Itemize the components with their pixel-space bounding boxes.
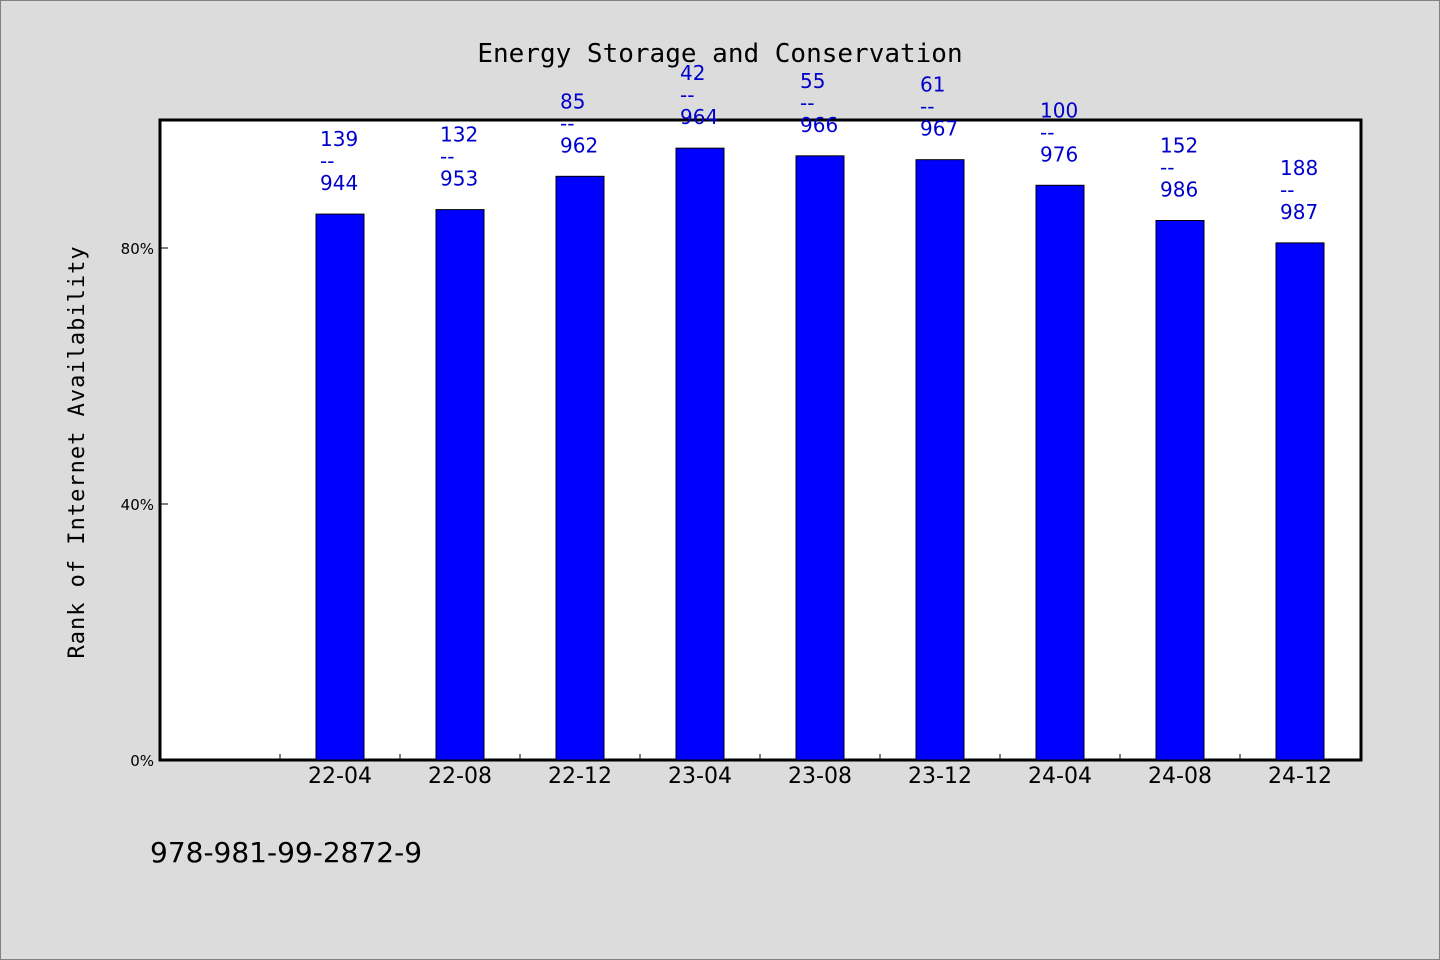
x-axis: 22-04 22-08 22-12 23-04 23-08 23-12 24-04 24-08… [279, 754, 1361, 789]
chart-title: Energy Storage and Conservation [477, 39, 962, 69]
bar-label-24-08-line-3: 986 [1160, 177, 1198, 201]
bar-label-23-08-line-3: 966 [800, 113, 838, 137]
y-tick-label: 40% [121, 496, 154, 514]
x-tick-label-24-12: 24-12 [1268, 764, 1332, 789]
bar-label-22-08-line-2: -- [440, 145, 454, 169]
bar-label-23-12-line-3: 967 [920, 117, 958, 141]
y-axis: 0% 40% 80% [121, 240, 168, 770]
bar-22-12 [555, 175, 605, 761]
bar-23-12 [915, 159, 965, 761]
bar-label-24-04-line-1: 100 [1040, 98, 1078, 122]
bar-label-22-12-line-1: 85 [560, 89, 585, 113]
bar-label-22-04-line-1: 139 [320, 127, 358, 151]
bar-label-24-08-line-2: -- [1160, 155, 1174, 179]
x-tick-label-22-12: 22-12 [548, 764, 612, 789]
bar-label-23-04-line-1: 42 [680, 61, 705, 85]
bar-label-23-08-line-1: 55 [800, 69, 825, 93]
bar-label-23-08-line-2: -- [800, 91, 814, 115]
x-tick-label-23-04: 23-04 [668, 764, 732, 789]
bar-labels-group: 139--944132--95385--96242--96455--96661-… [320, 61, 1318, 224]
bar-24-04 [1035, 184, 1085, 761]
bar-22-04 [315, 213, 365, 761]
bar-label-22-04-line-3: 944 [320, 171, 358, 195]
y-tick-label: 80% [121, 240, 154, 258]
bar-label-22-04-line-2: -- [320, 149, 334, 173]
x-tick-label-22-04: 22-04 [308, 764, 372, 789]
bars-group [315, 147, 1325, 761]
bar-label-24-12-line-3: 987 [1280, 200, 1318, 224]
bar-24-08 [1155, 219, 1205, 761]
bar-label-24-04-line-3: 976 [1040, 142, 1078, 166]
x-tick-label-22-08: 22-08 [428, 764, 492, 789]
bar-23-08 [795, 155, 845, 761]
bar-label-24-12-line-1: 188 [1280, 156, 1318, 180]
x-tick-label-23-12: 23-12 [908, 764, 972, 789]
bar-label-22-08-line-3: 953 [440, 167, 478, 191]
x-tick-label-24-04: 24-04 [1028, 764, 1092, 789]
isbn-footnote: 978-981-99-2872-9 [150, 836, 422, 869]
bar-label-22-12-line-3: 962 [560, 133, 598, 157]
y-tick-label: 0% [130, 752, 154, 770]
bar-label-23-04-line-3: 964 [680, 105, 718, 129]
bar-24-12 [1275, 242, 1325, 761]
bar-label-24-08-line-1: 152 [1160, 133, 1198, 157]
bar-label-23-04-line-2: -- [680, 83, 694, 107]
x-tick-label-23-08: 23-08 [788, 764, 852, 789]
bar-22-08 [435, 209, 485, 761]
bar-23-04 [675, 147, 725, 761]
x-tick-label-24-08: 24-08 [1148, 764, 1212, 789]
bar-label-22-12-line-2: -- [560, 111, 574, 135]
bar-label-22-08-line-1: 132 [440, 123, 478, 147]
bar-label-23-12-line-1: 61 [920, 73, 945, 97]
bar-label-24-12-line-2: -- [1280, 178, 1294, 202]
y-axis-label: Rank of Internet Availability [65, 245, 90, 658]
bar-label-24-04-line-2: -- [1040, 120, 1054, 144]
bar-label-23-12-line-2: -- [920, 95, 934, 119]
